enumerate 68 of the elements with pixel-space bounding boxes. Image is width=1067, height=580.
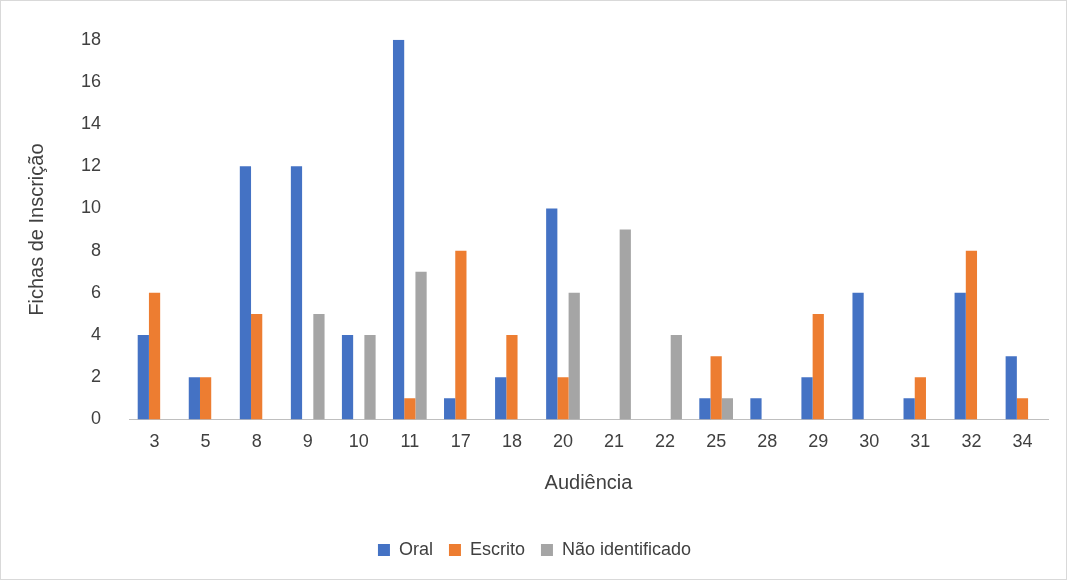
bar — [852, 292, 864, 420]
y-tick-label: 6 — [91, 281, 102, 302]
bar — [801, 377, 813, 420]
y-tick-label: 12 — [80, 155, 102, 176]
bar — [199, 377, 212, 420]
bar — [404, 398, 416, 420]
bar — [1005, 356, 1017, 420]
legend-label: Escrito — [469, 538, 525, 559]
y-tick-label: 10 — [80, 197, 102, 218]
bar — [188, 377, 200, 420]
bar — [506, 335, 518, 420]
bar — [557, 377, 569, 420]
y-axis-title: Fichas de Inscrição — [24, 143, 47, 316]
x-axis-title: Audiência — [544, 470, 634, 493]
bar — [721, 398, 733, 420]
y-tick-label: 18 — [80, 28, 102, 49]
x-tick-label: 25 — [706, 431, 727, 452]
bar — [914, 377, 926, 420]
bar — [546, 208, 558, 420]
bar — [699, 398, 711, 420]
x-tick-label: 20 — [552, 431, 573, 452]
bar — [251, 313, 263, 420]
bar — [455, 250, 467, 420]
x-tick-label: 9 — [302, 431, 313, 452]
bar — [364, 335, 376, 420]
bar — [415, 271, 427, 420]
x-tick-label: 10 — [348, 431, 369, 452]
bar — [1016, 398, 1029, 420]
bar — [619, 229, 631, 420]
bar — [812, 313, 824, 420]
bar — [313, 313, 325, 420]
bar — [444, 398, 456, 420]
bar — [903, 398, 915, 420]
bar — [137, 335, 149, 420]
bar — [568, 292, 580, 420]
x-tick-label: 31 — [910, 431, 931, 452]
bar — [750, 398, 762, 420]
y-tick-label: 8 — [91, 239, 102, 260]
x-tick-label: 5 — [200, 431, 211, 452]
y-tick-label: 16 — [80, 70, 102, 91]
bar — [148, 292, 161, 420]
x-tick-label: 11 — [400, 431, 420, 452]
x-tick-label: 22 — [655, 431, 676, 452]
bar — [710, 356, 722, 420]
y-tick-label: 4 — [91, 324, 102, 345]
y-tick-label: 14 — [80, 113, 102, 134]
x-tick-label: 3 — [149, 431, 160, 452]
x-tick-label: 32 — [961, 431, 982, 452]
x-tick-label: 18 — [501, 431, 522, 452]
x-tick-label: 17 — [450, 431, 471, 452]
x-tick-label: 30 — [859, 431, 880, 452]
bar — [670, 335, 682, 420]
bar — [954, 292, 966, 420]
bar — [239, 166, 252, 420]
x-tick-label: 28 — [757, 431, 778, 452]
bar — [965, 250, 978, 420]
bar — [392, 39, 405, 420]
y-tick-label: 2 — [91, 366, 102, 387]
legend-label: Não identificado — [561, 538, 692, 559]
x-tick-label: 21 — [604, 431, 625, 452]
bar — [495, 377, 507, 420]
y-tick-label: 0 — [91, 408, 102, 429]
bar — [341, 335, 354, 420]
x-tick-label: 29 — [808, 431, 829, 452]
x-tick-label: 8 — [251, 431, 262, 452]
bar — [290, 166, 303, 420]
legend-label: Oral — [398, 538, 433, 559]
x-tick-label: 34 — [1012, 431, 1033, 452]
